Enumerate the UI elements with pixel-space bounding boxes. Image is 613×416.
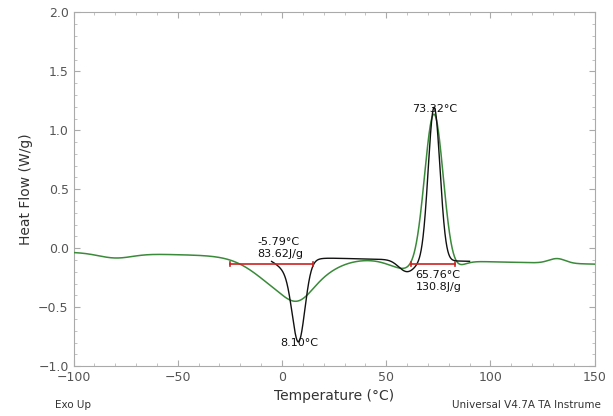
X-axis label: Temperature (°C): Temperature (°C) [274,389,394,404]
Text: 8.10°C: 8.10°C [280,338,318,348]
Text: -5.79°C
83.62J/g: -5.79°C 83.62J/g [257,237,303,260]
Text: Universal V4.7A TA Instrume: Universal V4.7A TA Instrume [452,400,601,410]
Text: Exo Up: Exo Up [55,400,91,410]
Y-axis label: Heat Flow (W/g): Heat Flow (W/g) [18,134,32,245]
Text: 73.32°C: 73.32°C [412,104,457,114]
Text: 65.76°C
130.8J/g: 65.76°C 130.8J/g [416,270,461,292]
